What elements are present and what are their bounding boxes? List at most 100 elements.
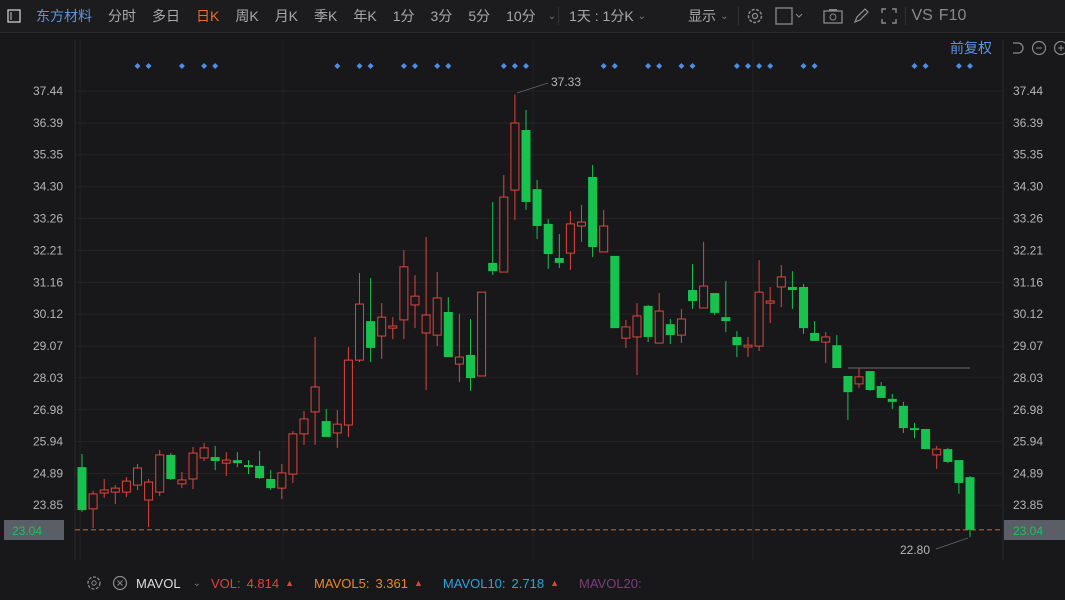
candle-body — [554, 258, 564, 263]
candlestick-chart[interactable]: 37.44 37.44 36.39 36.39 35.35 35.35 34.30 34.30… — [0, 34, 1065, 570]
camera-icon[interactable] — [823, 6, 844, 26]
candle — [332, 410, 342, 448]
candle-body — [832, 345, 842, 369]
candle-body — [232, 460, 242, 464]
candle-body — [510, 122, 520, 191]
candle — [466, 318, 475, 391]
candle — [643, 304, 653, 343]
interval-select-value: 1天 : 1分K — [569, 8, 634, 24]
event-marker-diamond — [511, 63, 518, 69]
candle — [743, 336, 753, 358]
candle — [488, 201, 498, 276]
low-price-label: 22.80 — [900, 543, 930, 557]
y-tick-right: 33.26 — [1013, 211, 1043, 225]
period-tab[interactable]: 3分 — [430, 8, 453, 24]
event-marker-diamond — [412, 63, 418, 69]
y-tick-left: 34.30 — [33, 180, 63, 194]
candle — [366, 278, 376, 362]
y-tick-left: 29.07 — [33, 339, 63, 353]
candle — [754, 260, 764, 351]
candle-body — [643, 305, 653, 337]
period-tab[interactable]: 1分 — [392, 8, 415, 24]
candle — [654, 293, 664, 344]
candle-body — [732, 336, 742, 346]
undo-icon[interactable] — [1007, 38, 1027, 58]
adjust-mode-button[interactable]: 前复权 — [950, 40, 992, 56]
candle — [110, 485, 120, 504]
zoom-in-icon[interactable] — [1051, 38, 1065, 58]
settings-gear-icon[interactable] — [745, 6, 765, 26]
period-tab[interactable]: 年K — [353, 8, 377, 24]
period-tab[interactable]: 10分 — [506, 8, 536, 24]
current-price-tag-right — [1004, 520, 1065, 540]
candle — [210, 446, 220, 471]
candle-body — [421, 314, 431, 334]
candle-body — [665, 324, 675, 336]
candle — [787, 271, 797, 309]
stock-name[interactable]: 东方材料 — [36, 8, 92, 24]
candle-body — [166, 454, 176, 479]
candle-body — [277, 472, 287, 489]
candle — [965, 475, 975, 538]
vol-label: VOL: — [210, 575, 241, 591]
period-tab[interactable]: 5分 — [468, 8, 491, 24]
candle-body — [954, 460, 964, 483]
period-tab[interactable]: 月K — [274, 8, 299, 24]
f10-button[interactable]: F10 — [938, 7, 967, 24]
candle — [299, 411, 309, 445]
event-marker-diamond — [967, 63, 973, 69]
period-tab[interactable]: 周K — [235, 8, 259, 24]
candle-body — [332, 423, 342, 434]
indicator-chevron-icon[interactable]: ⌄ — [192, 577, 201, 589]
fullscreen-icon[interactable] — [879, 6, 899, 26]
candle — [588, 165, 598, 258]
candle — [521, 109, 531, 210]
layout-square-icon[interactable] — [773, 6, 807, 26]
candle — [355, 272, 364, 362]
divider — [558, 7, 560, 25]
period-tab[interactable]: 多日 — [152, 8, 180, 24]
event-marker-diamond — [745, 63, 751, 69]
period-tab[interactable]: 分时 — [108, 8, 136, 24]
display-menu[interactable]: 显示 ⌄ — [680, 6, 736, 26]
candle-body — [388, 325, 398, 329]
candle-body — [477, 291, 487, 377]
candle-body — [543, 223, 553, 255]
candle — [532, 179, 542, 240]
candle-body — [177, 479, 187, 485]
candle-body — [821, 336, 831, 343]
y-tick-right: 30.12 — [1013, 307, 1043, 321]
candle — [887, 393, 897, 409]
candle — [699, 241, 709, 309]
period-tab[interactable]: 日K — [196, 8, 220, 24]
more-periods-chevron-icon[interactable]: ⌄ — [547, 10, 557, 22]
candle — [732, 331, 742, 358]
zoom-out-icon[interactable] — [1029, 38, 1049, 58]
candle-body — [521, 130, 531, 202]
event-marker-diamond — [445, 63, 452, 69]
pencil-icon[interactable] — [851, 6, 871, 26]
candle — [832, 335, 842, 369]
candle — [765, 286, 775, 323]
chevron-down-icon: ⌄ — [637, 10, 647, 22]
y-tick-left: 24.89 — [33, 467, 63, 481]
candle — [266, 470, 276, 490]
candle-body — [887, 398, 897, 402]
y-tick-left: 31.16 — [33, 275, 63, 289]
period-tab[interactable]: 季K — [314, 8, 338, 24]
indicator-settings-icon[interactable] — [84, 573, 104, 593]
candle — [155, 450, 165, 497]
candle-body — [621, 326, 631, 339]
close-indicator-icon[interactable] — [110, 573, 130, 593]
candle-body — [854, 376, 864, 385]
indicator-name[interactable]: MAVOL — [136, 575, 181, 591]
interval-select[interactable]: 1天 : 1分K ⌄ — [561, 6, 654, 26]
mavol5-value: 3.361 — [375, 575, 408, 591]
candle — [432, 272, 442, 347]
event-marker-diamond — [434, 63, 441, 69]
candle-body — [410, 295, 420, 306]
grid — [74, 40, 1004, 560]
vs-button[interactable]: VS — [911, 7, 933, 24]
candle — [388, 317, 398, 340]
sidebar-toggle-icon[interactable] — [4, 6, 24, 26]
